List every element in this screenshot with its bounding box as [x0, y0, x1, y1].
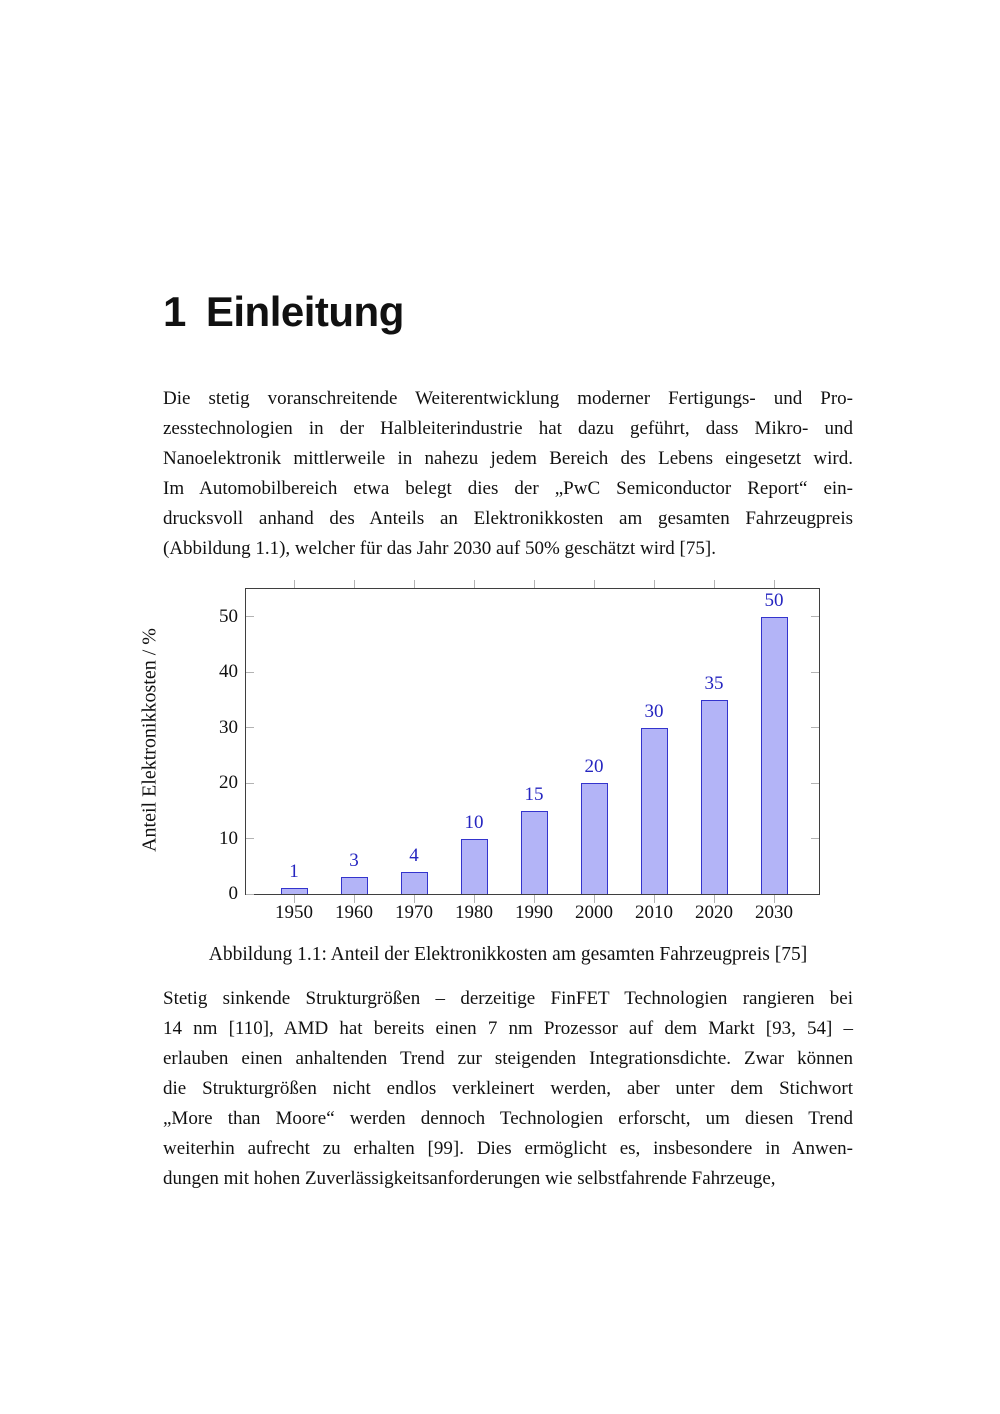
x-tick-label: 1970	[395, 902, 433, 923]
x-tick-label: 1950	[275, 902, 313, 923]
bar-2030	[760, 616, 788, 894]
text-line: 14 nm [110], AMD hat bereits einen 7 nm …	[163, 1018, 853, 1039]
chapter-number: 1	[163, 288, 186, 336]
y-tick-label: 40	[219, 661, 238, 683]
bar-1990	[520, 810, 548, 894]
y-tick-mark-left	[246, 838, 254, 840]
x-tick-mark-bottom	[353, 895, 355, 903]
x-tick-mark-top	[353, 580, 355, 588]
y-tick-label: 10	[219, 827, 238, 849]
y-tick-label: 50	[219, 605, 238, 627]
text-line: „More than Moore“ werden dennoch Technol…	[163, 1108, 853, 1129]
y-tick-mark-left	[246, 782, 254, 784]
bar-value-label: 1	[289, 861, 299, 883]
bar-2010	[640, 727, 668, 894]
text-line: weiterhin aufrecht zu erhalten [99]. Die…	[163, 1138, 853, 1159]
bar-1960	[340, 877, 368, 894]
text-line: erlauben einen anhaltenden Trend zur ste…	[163, 1048, 853, 1069]
bar-chart: 0 10 20 30 40 50 1 1950 3 1960 4 1970 10 1980 15 1990 20…	[219, 580, 820, 923]
x-tick-mark-top	[413, 580, 415, 588]
text-line: dungen mit hohen Zuverlässigkeitsanforde…	[163, 1168, 776, 1189]
x-tick-mark-bottom	[773, 895, 775, 903]
bar-value-label: 10	[464, 811, 484, 833]
x-tick-mark-bottom	[713, 895, 715, 903]
text-line: drucksvoll anhand des Anteils an Elektro…	[163, 508, 853, 529]
x-tick-mark-top	[533, 580, 535, 588]
x-tick-label: 1960	[335, 902, 373, 923]
bar-1950	[280, 888, 308, 894]
y-tick-mark-right	[811, 727, 819, 729]
text-line: Nanoelektronik mittlerweile in nahezu je…	[163, 448, 853, 469]
bar-value-label: 35	[704, 672, 724, 694]
y-tick-mark-left	[246, 616, 254, 618]
y-tick-mark-right	[811, 671, 819, 673]
x-tick-mark-top	[713, 580, 715, 588]
x-tick-mark-bottom	[593, 895, 595, 903]
x-tick-mark-top	[293, 580, 295, 588]
y-tick-mark-left	[246, 727, 254, 729]
x-tick-label: 2020	[695, 902, 733, 923]
text-line: Die stetig voranschreitende Weiterentwic…	[163, 388, 853, 409]
x-tick-mark-top	[473, 580, 475, 588]
text-line: Stetig sinkende Strukturgrößen – derzeit…	[163, 988, 853, 1009]
x-tick-mark-bottom	[473, 895, 475, 903]
y-axis-title-text: Anteil Elektronikkosten / %	[138, 628, 161, 852]
bar-value-label: 3	[349, 850, 359, 872]
x-tick-label: 2010	[635, 902, 673, 923]
y-tick-mark-right	[811, 838, 819, 840]
y-tick-mark-left	[246, 671, 254, 673]
x-tick-label: 2000	[575, 902, 613, 923]
figure-caption: Abbildung 1.1: Anteil der Elektronikkost…	[208, 944, 808, 965]
bar-value-label: 50	[764, 589, 784, 611]
x-tick-label: 2030	[755, 902, 793, 923]
x-tick-mark-bottom	[293, 895, 295, 903]
text-line: (Abbildung 1.1), welcher für das Jahr 20…	[163, 538, 716, 559]
y-tick-mark-right	[811, 616, 819, 618]
x-tick-mark-bottom	[413, 895, 415, 903]
bar-value-label: 4	[409, 844, 419, 866]
x-tick-mark-bottom	[533, 895, 535, 903]
y-tick-label: 30	[219, 716, 238, 738]
x-tick-mark-top	[653, 580, 655, 588]
bar-1970	[400, 871, 428, 894]
bar-value-label: 30	[644, 700, 664, 722]
x-tick-mark-top	[773, 580, 775, 588]
x-tick-label: 1990	[515, 902, 553, 923]
bar-value-label: 15	[524, 783, 544, 805]
chapter-heading: 1 Einleitung	[163, 288, 863, 336]
chapter-title: Einleitung	[205, 288, 405, 336]
y-tick-label: 20	[219, 772, 238, 794]
paragraph-intro: Die stetig voranschreitende Weiterentwic…	[163, 384, 853, 564]
text-line: Im Automobilbereich etwa belegt dies der…	[163, 478, 853, 499]
text-line: die Strukturgrößen nicht endlos verklein…	[163, 1078, 853, 1099]
y-tick-label: 0	[228, 883, 239, 904]
x-tick-mark-bottom	[653, 895, 655, 903]
bar-2020	[700, 699, 728, 894]
y-tick-mark-left	[246, 893, 254, 895]
bar-1980	[460, 838, 488, 894]
x-tick-label: 1980	[455, 902, 493, 923]
text-line: zesstechnologien in der Halbleiterindust…	[163, 418, 853, 439]
bar-2000	[580, 783, 608, 894]
y-tick-mark-right	[811, 782, 819, 784]
x-tick-mark-top	[593, 580, 595, 588]
bar-value-label: 20	[584, 756, 604, 778]
paragraph-structures: Stetig sinkende Strukturgrößen – derzeit…	[163, 984, 853, 1194]
